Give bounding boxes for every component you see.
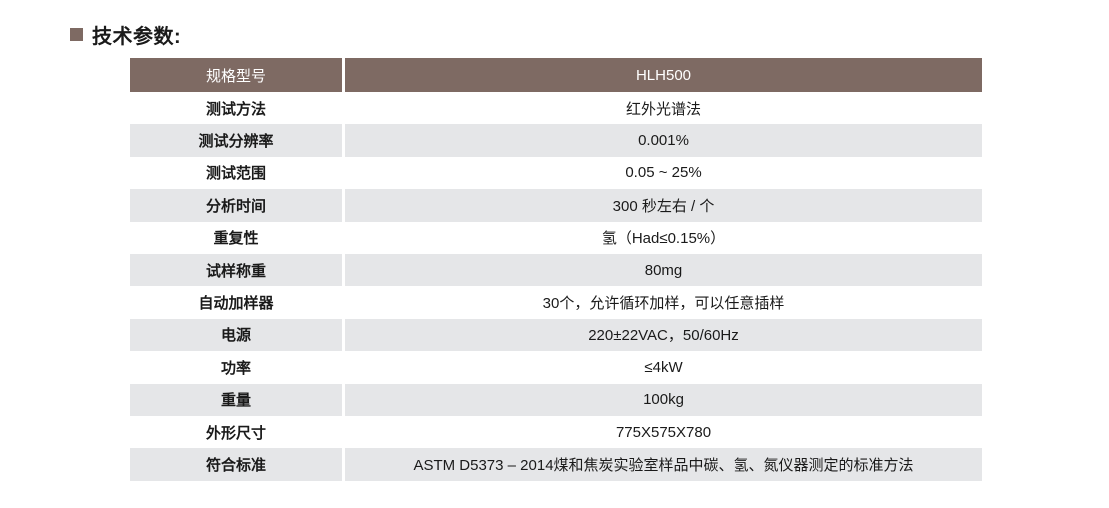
row-value-cell: 红外光谱法 [345, 92, 982, 125]
row-value-cell: 300 秒左右 / 个 [345, 189, 982, 222]
table-row: 分析时间 300 秒左右 / 个 [130, 189, 982, 222]
table-row: 符合标准 ASTM D5373 – 2014煤和焦炭实验室样品中碳、氢、氮仪器测定… [130, 448, 982, 481]
row-label-cell: 重复性 [130, 221, 342, 254]
row-value-cell: 0.001% [345, 124, 982, 157]
table-row: 试样称重 80mg [130, 253, 982, 287]
row-value-cell: 80mg [345, 253, 982, 287]
page-title: 技术参数: [92, 26, 182, 48]
row-label-cell: 测试范围 [130, 156, 342, 190]
table-row: 重量 100kg [130, 383, 982, 416]
table-header-row: 规格型号 HLH500 [130, 58, 982, 92]
row-label-cell: 测试分辨率 [130, 124, 342, 157]
row-value-cell: 0.05 ~ 25% [345, 156, 982, 190]
table-body: 测试方法 红外光谱法 测试分辨率 0.001% 测试范围 0.05 ~ 25% 分析时间 30… [130, 92, 982, 481]
row-label-cell: 电源 [130, 318, 342, 352]
row-label-cell: 测试方法 [130, 92, 342, 125]
row-value-cell: 30个，允许循环加样，可以任意插样 [345, 286, 982, 319]
header-label-cell: 规格型号 [130, 58, 342, 92]
table-row: 电源 220±22VAC，50/60Hz [130, 318, 982, 352]
table-row: 测试分辨率 0.001% [130, 124, 982, 157]
row-label-cell: 分析时间 [130, 189, 342, 222]
table-row: 重复性 氢（Had≤0.15%） [130, 221, 982, 254]
table-row: 测试范围 0.05 ~ 25% [130, 156, 982, 190]
row-value-cell: 220±22VAC，50/60Hz [345, 318, 982, 352]
row-value-cell: ASTM D5373 – 2014煤和焦炭实验室样品中碳、氢、氮仪器测定的标准方… [345, 448, 982, 481]
header-value-cell: HLH500 [345, 58, 982, 92]
row-label-cell: 符合标准 [130, 448, 342, 481]
row-value-cell: 100kg [345, 383, 982, 416]
row-value-cell: 775X575X780 [345, 415, 982, 449]
table-row: 自动加样器 30个，允许循环加样，可以任意插样 [130, 286, 982, 319]
row-label-cell: 自动加样器 [130, 286, 342, 319]
row-label-cell: 试样称重 [130, 253, 342, 287]
row-label-cell: 功率 [130, 351, 342, 384]
table-row: 外形尺寸 775X575X780 [130, 415, 982, 449]
section-title-bar: 技术参数: [70, 20, 181, 49]
table-row: 功率 ≤4kW [130, 351, 982, 384]
row-value-cell: 氢（Had≤0.15%） [345, 221, 982, 254]
row-value-cell: ≤4kW [345, 351, 982, 384]
spec-table: 规格型号 HLH500 测试方法 红外光谱法 测试分辨率 0.001% 测试范围 0.05… [130, 58, 982, 481]
square-bullet-icon [70, 28, 83, 41]
table-row: 测试方法 红外光谱法 [130, 92, 982, 125]
row-label-cell: 外形尺寸 [130, 415, 342, 449]
row-label-cell: 重量 [130, 383, 342, 416]
